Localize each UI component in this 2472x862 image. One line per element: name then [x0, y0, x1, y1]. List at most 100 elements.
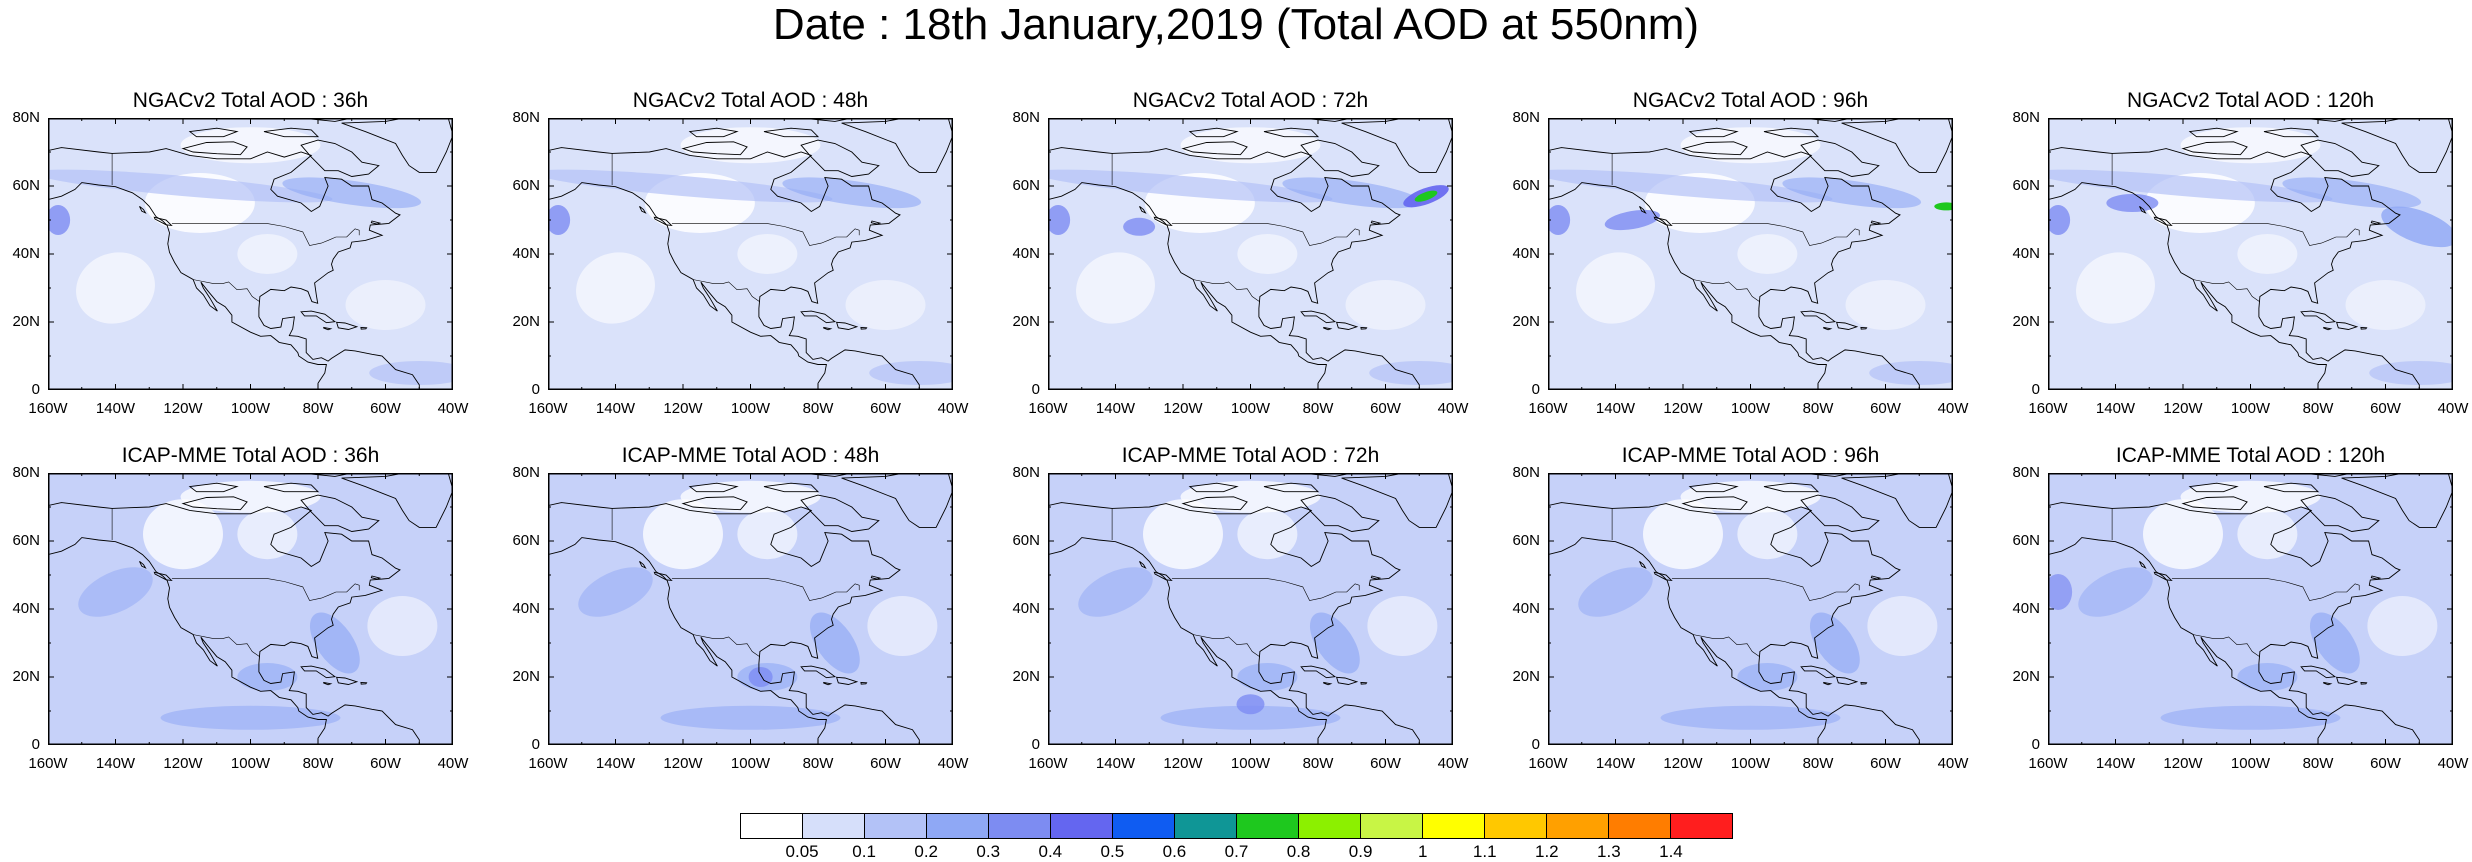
island-outline [1370, 220, 1382, 225]
lat-tick-label: 0 [1031, 736, 1040, 753]
island-outline [870, 575, 882, 580]
lon-tick-label: 40W [1437, 755, 1469, 772]
aod-shading [282, 177, 422, 209]
aod-shading [1237, 509, 1298, 560]
lon-tick-label: 80W [1302, 400, 1334, 417]
aod-shading [1548, 169, 1833, 203]
aod-shading [2367, 596, 2438, 656]
coastline [548, 147, 920, 390]
lat-tick-label: 40N [1512, 245, 1540, 262]
colorbar-label: 0.4 [1038, 842, 1063, 861]
lon-tick-label: 80W [2302, 400, 2334, 417]
coastline [1048, 502, 1420, 745]
political-border [671, 578, 860, 601]
island-outline [681, 496, 748, 511]
panel-title: ICAP-MME Total AOD : 48h [621, 444, 880, 467]
island-outline [835, 321, 859, 330]
island-outline [1335, 321, 1359, 330]
aod-shading [1680, 480, 1821, 513]
lon-tick-label: 140W [595, 755, 636, 772]
lon-tick-label: 160W [1028, 400, 1068, 417]
aod-map [1048, 118, 1453, 390]
island-outline [800, 665, 837, 679]
aod-map [48, 473, 453, 745]
island-outline [1835, 321, 1859, 330]
aod-shading [1660, 705, 1841, 730]
island-outline [823, 326, 833, 331]
aod-shading [48, 205, 71, 235]
island-outline [800, 310, 837, 324]
colorbar-swatch [989, 814, 1051, 838]
map-panel: NGACv2 Total AOD : 96h 80N 60N 40N 20N 0 160W 1… [1500, 88, 2000, 448]
island-outline [1139, 206, 1147, 214]
island-outline [1799, 118, 1854, 122]
island-outline [1681, 141, 1748, 156]
island-outline [2153, 571, 2173, 581]
lat-tick-label: 60N [12, 532, 40, 549]
lon-tick-label: 40W [1937, 755, 1969, 772]
island-outline [2370, 220, 2382, 225]
island-outline [2300, 494, 2380, 532]
island-outline [263, 482, 320, 493]
political-border [1192, 634, 1261, 658]
island-outline [1299, 118, 1354, 122]
political-border [1692, 634, 1761, 658]
aod-shading [2078, 567, 2153, 617]
island-outline [2360, 326, 2368, 330]
aod-shading [1737, 234, 1798, 274]
lat-tick-label: 40N [512, 600, 540, 617]
aod-map [548, 118, 953, 390]
lat-tick-label: 40N [2012, 245, 2040, 262]
lat-tick-label: 0 [531, 381, 540, 398]
island-outline [2188, 482, 2239, 493]
lon-tick-label: 140W [2095, 755, 2136, 772]
lat-tick-label: 0 [1531, 736, 1540, 753]
aod-shading [1680, 127, 1821, 164]
lat-tick-label: 20N [512, 668, 540, 685]
colorbar-swatch [1547, 814, 1609, 838]
political-border [2171, 223, 2360, 246]
aod-shading [737, 234, 798, 274]
aod-shading [1180, 127, 1321, 164]
lon-tick-label: 100W [2230, 755, 2271, 772]
island-outline [2323, 681, 2333, 686]
lat-tick-label: 60N [512, 177, 540, 194]
aod-shading [2180, 480, 2321, 513]
lon-tick-label: 100W [730, 755, 771, 772]
island-outline [1800, 139, 1880, 177]
lon-tick-label: 120W [163, 400, 203, 417]
island-outline [763, 127, 820, 138]
colorbar-swatch [803, 814, 865, 838]
lon-tick-label: 60W [2370, 400, 2401, 417]
aod-shading [548, 169, 833, 203]
aod-shading [782, 177, 922, 209]
aod-shading [576, 252, 655, 324]
aod-shading [78, 567, 153, 617]
lon-tick-label: 100W [1230, 400, 1271, 417]
island-outline [2370, 575, 2382, 580]
island-outline [1300, 665, 1337, 679]
aod-shading [2237, 663, 2298, 691]
island-outline [799, 473, 854, 477]
lon-tick-label: 120W [2163, 400, 2203, 417]
island-outline [1870, 575, 1882, 580]
lon-tick-label: 40W [937, 400, 969, 417]
aod-shading [2048, 574, 2073, 610]
island-outline [1360, 681, 1368, 685]
island-outline [323, 326, 333, 331]
lon-tick-label: 140W [1095, 755, 1136, 772]
aod-shading [1237, 234, 1298, 274]
island-outline [299, 473, 354, 477]
aod-shading [180, 480, 321, 513]
lon-tick-label: 100W [230, 400, 271, 417]
aod-shading [548, 205, 571, 235]
colorbar-label: 0.05 [785, 842, 819, 861]
colorbar-label: 1 [1417, 842, 1428, 861]
aod-shading [143, 499, 223, 570]
aod-shading [845, 280, 926, 330]
aod-shading [160, 705, 341, 730]
colorbar-label: 1.1 [1472, 842, 1497, 861]
island-outline [2335, 321, 2359, 330]
island-outline [1800, 494, 1880, 532]
island-outline [2139, 561, 2147, 569]
